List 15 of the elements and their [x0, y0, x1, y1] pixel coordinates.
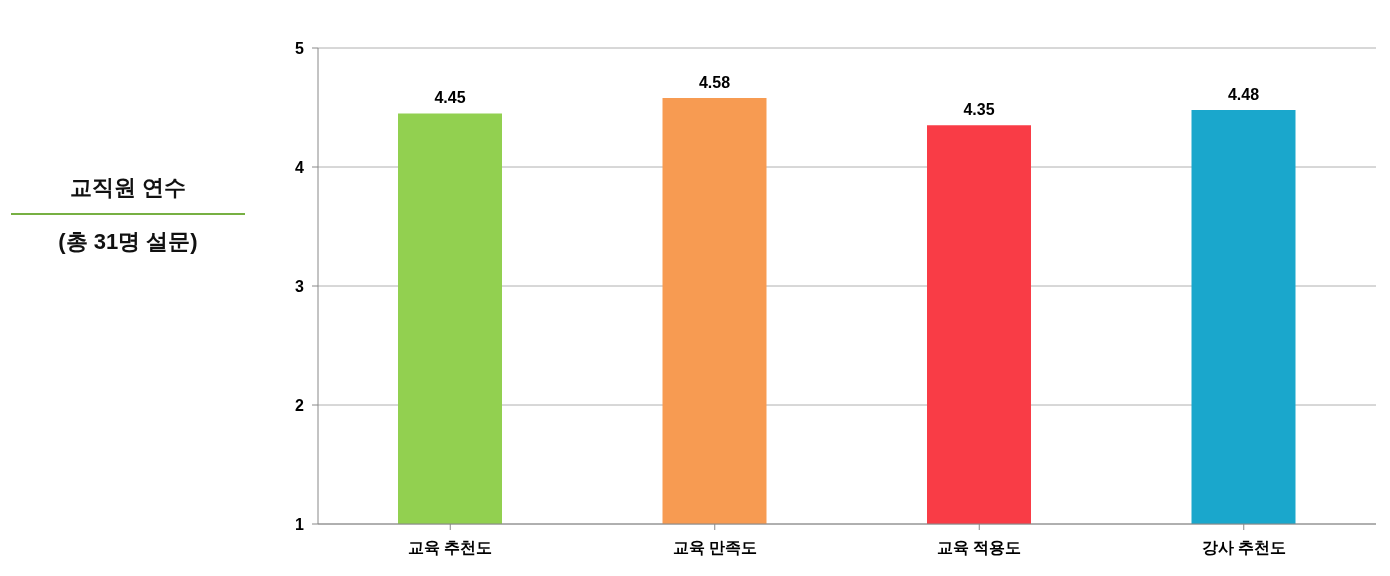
y-tick-label: 4 [295, 158, 305, 176]
data-label: 4.48 [1227, 85, 1260, 103]
x-tick-label: 교육 적용도 [937, 539, 1022, 557]
y-tick-label: 3 [295, 277, 305, 295]
y-tick-label: 1 [295, 515, 305, 533]
x-tick-label: 교육 추천도 [408, 539, 493, 557]
data-label: 4.45 [434, 89, 466, 107]
y-tick-label: 5 [295, 39, 305, 57]
text: (총 31명 설문) [58, 228, 198, 256]
x-tick-label: 강사 추천도 [1201, 539, 1286, 557]
x-tick-label: 교육 만족도 [672, 539, 757, 557]
text: 교직원 연수 [69, 174, 187, 202]
data-label: 4.58 [698, 73, 731, 91]
y-tick-label: 2 [295, 396, 305, 414]
data-label: 4.35 [963, 101, 995, 119]
